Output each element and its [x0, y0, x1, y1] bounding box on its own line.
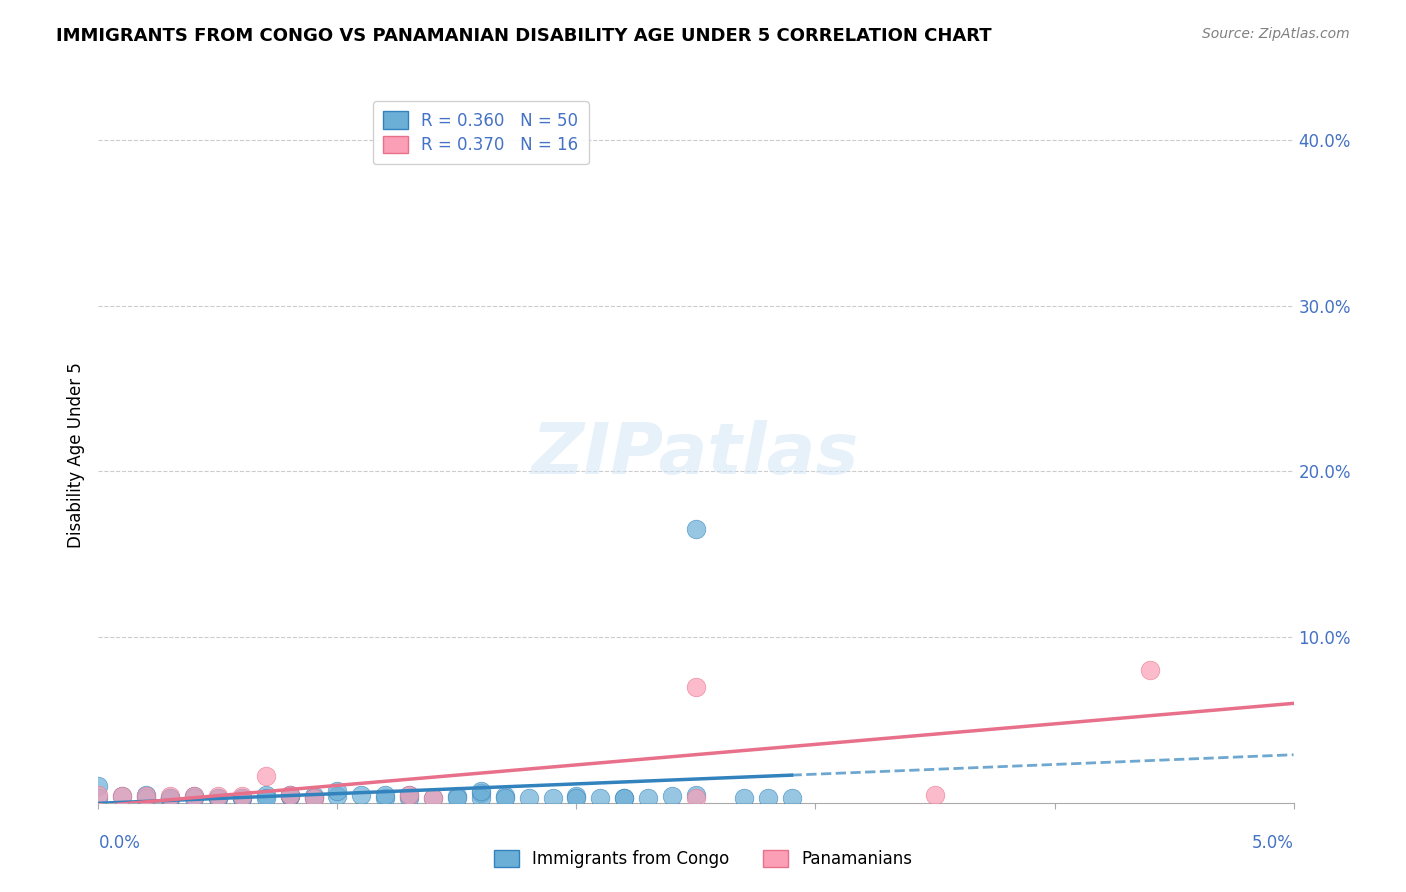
Text: 5.0%: 5.0%	[1251, 834, 1294, 852]
Point	[135, 790, 157, 805]
Point	[207, 789, 229, 804]
Point	[207, 790, 229, 805]
Point	[231, 790, 253, 805]
Point	[302, 789, 325, 804]
Point	[494, 790, 516, 805]
Point	[517, 790, 540, 805]
Point	[613, 790, 636, 805]
Point	[374, 788, 396, 802]
Point	[278, 788, 301, 802]
Point	[350, 788, 373, 802]
Point	[326, 789, 349, 804]
Point	[661, 789, 683, 804]
Point	[326, 784, 349, 798]
Y-axis label: Disability Age Under 5: Disability Age Under 5	[66, 362, 84, 548]
Point	[231, 789, 253, 804]
Point	[446, 790, 468, 805]
Point	[254, 769, 277, 783]
Point	[183, 789, 205, 804]
Point	[254, 788, 277, 802]
Point	[1139, 663, 1161, 677]
Text: ZIPatlas: ZIPatlas	[533, 420, 859, 490]
Point	[111, 789, 134, 804]
Point	[159, 790, 181, 805]
Point	[207, 790, 229, 805]
Point	[87, 788, 110, 802]
Point	[135, 789, 157, 804]
Point	[637, 790, 659, 805]
Point	[374, 790, 396, 805]
Point	[87, 779, 110, 793]
Point	[565, 789, 588, 804]
Point	[398, 788, 420, 802]
Point	[302, 790, 325, 805]
Point	[565, 790, 588, 805]
Point	[183, 789, 205, 804]
Point	[422, 790, 444, 805]
Point	[494, 789, 516, 804]
Point	[159, 790, 181, 805]
Point	[733, 790, 755, 805]
Point	[470, 790, 492, 805]
Text: Source: ZipAtlas.com: Source: ZipAtlas.com	[1202, 27, 1350, 41]
Point	[589, 790, 612, 805]
Point	[685, 523, 707, 537]
Point	[254, 790, 277, 805]
Point	[159, 789, 181, 804]
Legend: Immigrants from Congo, Panamanians: Immigrants from Congo, Panamanians	[488, 843, 918, 875]
Point	[159, 790, 181, 805]
Point	[924, 788, 946, 802]
Point	[685, 680, 707, 694]
Point	[685, 788, 707, 802]
Point	[613, 790, 636, 805]
Point	[446, 789, 468, 804]
Point	[470, 786, 492, 800]
Legend: R = 0.360   N = 50, R = 0.370   N = 16: R = 0.360 N = 50, R = 0.370 N = 16	[373, 102, 589, 164]
Point	[87, 790, 110, 805]
Point	[135, 788, 157, 802]
Point	[398, 788, 420, 802]
Point	[756, 790, 779, 805]
Text: 0.0%: 0.0%	[98, 834, 141, 852]
Point	[302, 790, 325, 805]
Text: IMMIGRANTS FROM CONGO VS PANAMANIAN DISABILITY AGE UNDER 5 CORRELATION CHART: IMMIGRANTS FROM CONGO VS PANAMANIAN DISA…	[56, 27, 991, 45]
Point	[278, 789, 301, 804]
Point	[780, 790, 803, 805]
Point	[398, 790, 420, 805]
Point	[278, 788, 301, 802]
Point	[111, 789, 134, 804]
Point	[470, 784, 492, 798]
Point	[422, 790, 444, 805]
Point	[541, 790, 564, 805]
Point	[231, 790, 253, 805]
Point	[183, 790, 205, 805]
Point	[685, 790, 707, 805]
Point	[278, 789, 301, 804]
